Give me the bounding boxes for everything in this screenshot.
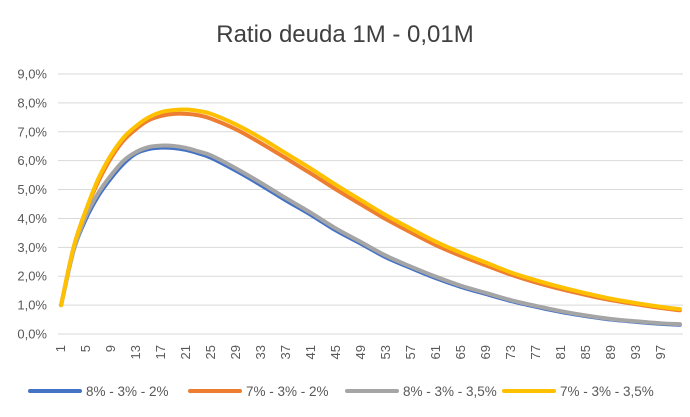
x-tick-label: 5 — [78, 345, 93, 352]
x-tick-label: 49 — [353, 345, 368, 359]
series-lines — [59, 107, 682, 327]
x-tick-label: 17 — [153, 345, 168, 359]
x-tick-label: 61 — [428, 345, 443, 359]
x-tick-label: 73 — [503, 345, 518, 359]
x-tick-label: 65 — [453, 345, 468, 359]
x-tick-label: 57 — [403, 345, 418, 359]
x-tick-label: 77 — [528, 345, 543, 359]
x-tick-label: 85 — [578, 345, 593, 359]
y-tick-label: 7,0% — [17, 124, 47, 139]
y-axis-ticks: 0,0% 1,0% 2,0% 3,0% 4,0% 5,0% 6,0% 7,0% 8,0% 9,0% — [17, 67, 47, 342]
x-tick-label: 89 — [603, 345, 618, 359]
x-axis-ticks: 1 5 9 13 17 21 25 29 33 37 41 45 49 53 57 61 65 69 73 77 81 8… — [53, 345, 668, 359]
y-tick-label: 6,0% — [17, 153, 47, 168]
x-tick-label: 41 — [303, 345, 318, 359]
x-tick-label: 29 — [228, 345, 243, 359]
y-tick-label: 5,0% — [17, 182, 47, 197]
y-tick-label: 1,0% — [17, 298, 47, 313]
y-tick-label: 2,0% — [17, 269, 47, 284]
x-tick-label: 21 — [178, 345, 193, 359]
x-tick-label: 1 — [53, 345, 68, 352]
x-tick-label: 9 — [103, 345, 118, 352]
series-line — [59, 107, 682, 312]
x-tick-label: 69 — [478, 345, 493, 359]
x-tick-label: 97 — [653, 345, 668, 359]
gridlines — [58, 73, 683, 335]
legend: 8% - 3% - 2% 7% - 3% - 2% 8% - 3% - 3,5% 7%… — [28, 384, 654, 399]
legend-label: 8% - 3% - 2% — [86, 384, 169, 399]
x-tick-label: 93 — [628, 345, 643, 359]
y-tick-label: 0,0% — [17, 327, 47, 342]
x-tick-label: 13 — [128, 345, 143, 359]
y-tick-label: 9,0% — [17, 67, 47, 82]
y-tick-label: 4,0% — [17, 211, 47, 226]
legend-label: 8% - 3% - 3,5% — [403, 384, 497, 399]
y-tick-label: 3,0% — [17, 240, 47, 255]
series-line — [59, 143, 682, 327]
series-line — [59, 111, 682, 313]
x-tick-label: 25 — [203, 345, 218, 359]
legend-label: 7% - 3% - 2% — [246, 384, 329, 399]
y-tick-label: 8,0% — [17, 95, 47, 110]
x-tick-label: 53 — [378, 345, 393, 359]
x-tick-label: 45 — [328, 345, 343, 359]
legend-label: 7% - 3% - 3,5% — [560, 384, 654, 399]
x-tick-label: 81 — [553, 345, 568, 359]
x-tick-label: 37 — [278, 345, 293, 359]
chart-title: Ratio deuda 1M - 0,01M — [216, 21, 473, 48]
x-tick-label: 33 — [253, 345, 268, 359]
series-line — [59, 145, 682, 327]
